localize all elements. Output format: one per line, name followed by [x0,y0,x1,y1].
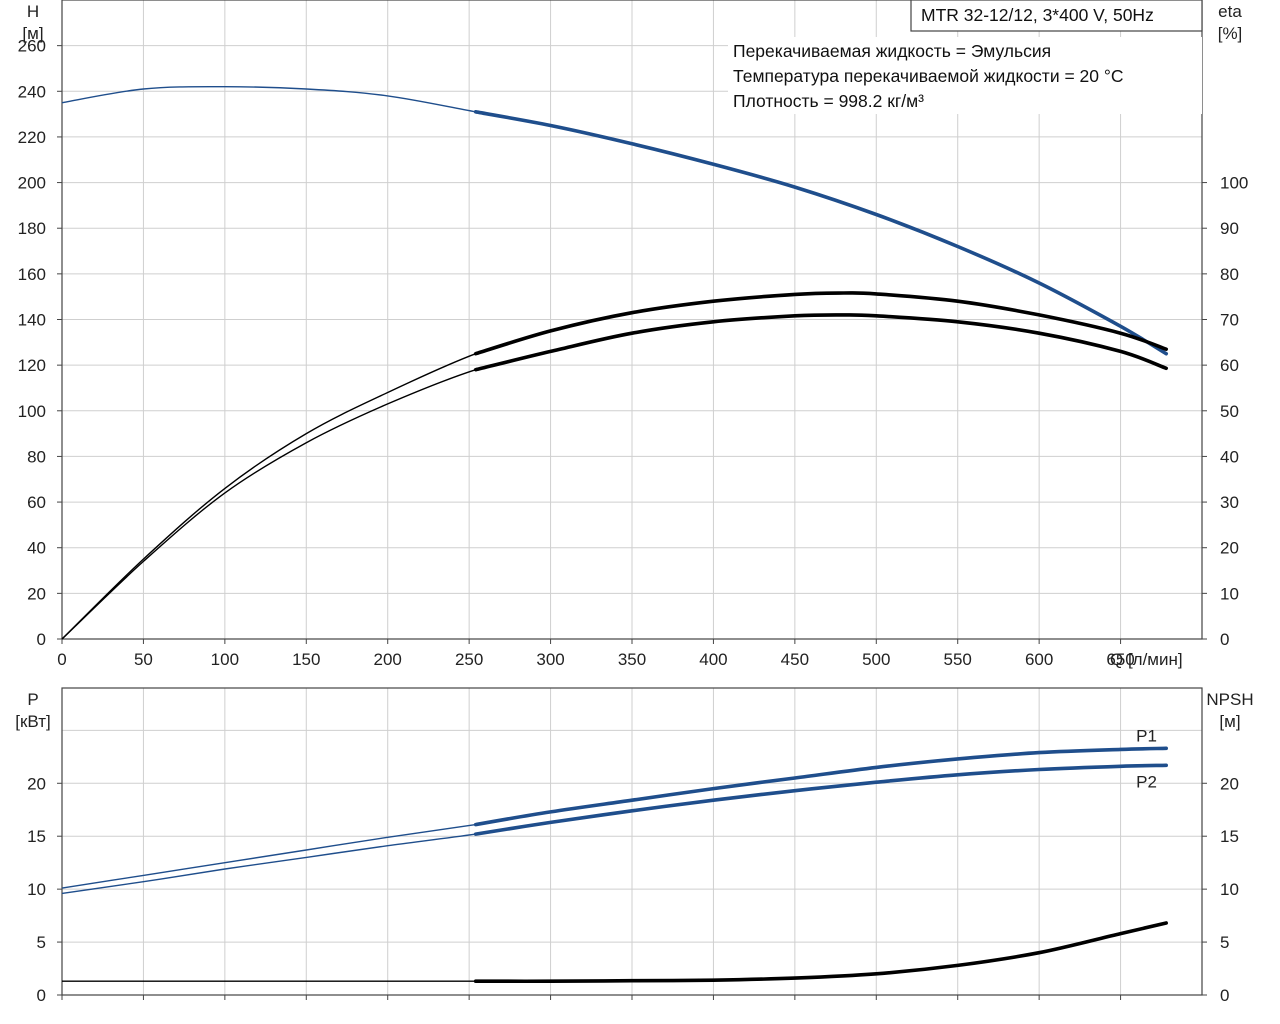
lower-ylabel-right-unit: [м] [1219,712,1240,731]
upper-xtick-label: 250 [455,650,483,669]
lower-series-2-line [62,922,1167,982]
lower-ytick-left-label: 0 [37,986,46,1005]
upper-ytick-left-label: 160 [18,265,46,284]
upper-xtick-label: 100 [211,650,239,669]
series-p1-line [61,747,1167,889]
upper-xtick-label: 550 [944,650,972,669]
upper-ytick-left-label: 40 [27,539,46,558]
upper-xtick-label: 300 [536,650,564,669]
upper-series-1-duty-range [473,291,1168,356]
upper-ytick-right-label: 60 [1220,356,1239,375]
upper-ytick-left-label: 80 [27,447,46,466]
upper-ytick-left-label: 260 [18,37,46,56]
lower-ytick-right-label: 15 [1220,827,1239,846]
upper-ylabel-right: eta [1218,2,1242,21]
upper-xtick-label: 500 [862,650,890,669]
upper-xtick-label: 200 [374,650,402,669]
upper-ytick-left-label: 0 [37,630,46,649]
upper-ytick-right-label: 0 [1220,630,1229,649]
upper-ytick-right-label: 40 [1220,447,1239,466]
upper-ylabel-left-unit: [м] [22,24,43,43]
upper-ylabel-left: H [27,2,39,21]
series-p1-duty-range [473,746,1168,827]
lower-ytick-right-label: 5 [1220,933,1229,952]
series-p2-duty-range [473,763,1168,836]
upper-ytick-left-label: 100 [18,402,46,421]
upper-ylabel-right-unit: [%] [1218,24,1243,43]
upper-xtick-label: 650 [1106,650,1134,669]
info-line-density: Плотность = 998.2 кг/м³ [733,91,924,111]
upper-ytick-left-label: 140 [18,311,46,330]
upper-ytick-left-label: 60 [27,493,46,512]
series-p2-label: P2 [1136,772,1157,791]
series-p1-label: P1 [1136,726,1157,745]
upper-xtick-label: 0 [57,650,66,669]
upper-xtick-label: 150 [292,650,320,669]
lower-ytick-right-label: 10 [1220,880,1239,899]
lower-ytick-right-label: 0 [1220,986,1229,1005]
chart-title: MTR 32-12/12, 3*400 V, 50Hz [921,5,1154,25]
lower-ylabel-left: P [27,690,38,709]
upper-ytick-left-label: 220 [18,128,46,147]
upper-series-0-duty-range [473,110,1168,356]
upper-series-2-line [61,314,1167,640]
upper-ytick-right-label: 20 [1220,539,1239,558]
lower-ylabel-right: NPSH [1206,690,1253,709]
upper-ytick-right-label: 80 [1220,265,1239,284]
upper-xtick-label: 600 [1025,650,1053,669]
info-line-fluid: Перекачиваемая жидкость = Эмульсия [733,41,1051,61]
upper-ytick-right-label: 50 [1220,402,1239,421]
title-box: MTR 32-12/12, 3*400 V, 50Hz [910,0,1203,32]
upper-ytick-left-label: 200 [18,174,46,193]
upper-ytick-right-label: 10 [1220,584,1239,603]
upper-xtick-label: 450 [781,650,809,669]
upper-series-1-line [61,292,1167,640]
lower-series-2-duty-range [473,921,1168,984]
x-axis-label: Q [л/мин] [1110,650,1183,669]
upper-series-2-duty-range [473,313,1168,372]
upper-ytick-left-label: 180 [18,219,46,238]
series-p2-line [61,764,1167,895]
lower-plot: 0 5 10 15 20 0 5 10 15 20 P [кВт] NPSH [м] P1 P2 [15,687,1254,1005]
upper-xtick-label: 400 [699,650,727,669]
upper-ytick-right-label: 70 [1220,311,1239,330]
upper-xtick-label: 50 [134,650,153,669]
info-line-temperature: Температура перекачиваемой жидкости = 20… [733,66,1124,86]
upper-ytick-left-label: 240 [18,82,46,101]
upper-ytick-right-label: 90 [1220,219,1239,238]
upper-ytick-left-label: 120 [18,356,46,375]
upper-series-0-line [61,85,1167,355]
upper-ytick-left-label: 20 [27,584,46,603]
lower-ytick-left-label: 15 [27,827,46,846]
upper-ytick-right-label: 30 [1220,493,1239,512]
lower-ytick-left-label: 20 [27,774,46,793]
lower-ytick-left-label: 5 [37,933,46,952]
upper-xtick-label: 350 [618,650,646,669]
upper-ytick-right-label: 100 [1220,174,1248,193]
lower-ylabel-left-unit: [кВт] [15,712,50,731]
lower-ytick-left-label: 10 [27,880,46,899]
lower-ytick-right-label: 20 [1220,774,1239,793]
